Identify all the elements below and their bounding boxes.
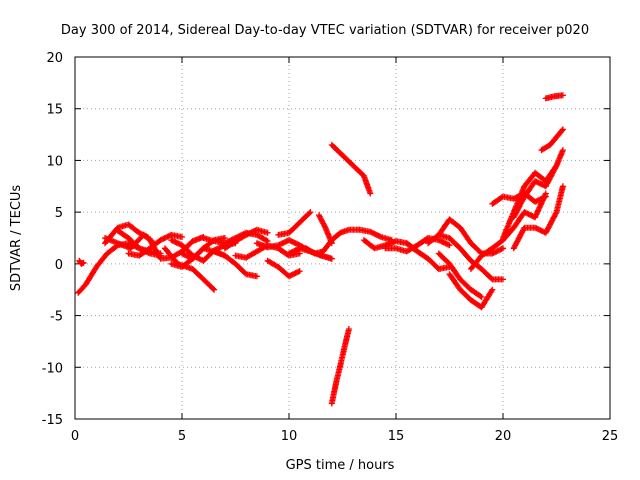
data-point: [196, 255, 203, 262]
data-point: [500, 245, 506, 252]
y-tick-label: 15: [46, 103, 63, 118]
series-trace-c: [102, 221, 151, 247]
data-point: [296, 250, 303, 257]
series-trace-af: [489, 190, 549, 207]
data-point: [534, 179, 541, 186]
data-point: [328, 255, 335, 262]
data-point: [374, 232, 380, 238]
series-trace-d: [102, 231, 155, 252]
y-tick-label: -10: [42, 361, 63, 376]
data-point: [249, 228, 256, 235]
data-point: [185, 253, 192, 260]
series-trace-ab: [435, 250, 485, 300]
data-point: [292, 247, 299, 254]
y-tick-label: 5: [55, 206, 63, 221]
series-trace-aa: [425, 231, 506, 283]
data-point: [538, 195, 545, 202]
data-point: [446, 242, 453, 249]
series-trace-ah: [510, 183, 566, 252]
data-point: [477, 293, 484, 300]
series-trace-v: [328, 141, 374, 197]
series-trace-z: [403, 240, 453, 272]
data-point: [559, 126, 566, 133]
data-point: [542, 193, 549, 200]
data-point: [179, 234, 185, 240]
series-trace-r: [275, 209, 314, 238]
x-tick-label: 25: [602, 429, 619, 444]
data-point: [264, 229, 271, 236]
data-point: [328, 240, 335, 247]
data-point: [179, 250, 185, 257]
data-point: [345, 326, 352, 332]
series-trace-h: [161, 245, 218, 293]
data-point: [288, 272, 295, 278]
series-trace-ak: [542, 92, 566, 102]
series-trace-aj: [538, 126, 566, 154]
x-axis-label: GPS time / hours: [286, 458, 395, 473]
y-tick-label: -5: [50, 310, 63, 325]
data-point: [80, 259, 87, 266]
data-point: [498, 246, 505, 252]
series-trace-u: [316, 212, 335, 247]
y-tick-label: 0: [55, 258, 63, 273]
data-point: [532, 178, 539, 185]
plot-frame: [74, 56, 611, 420]
data-point: [221, 240, 228, 247]
series-trace-q: [264, 257, 303, 280]
x-tick-label: 15: [388, 429, 405, 444]
series-trace-ai: [510, 147, 566, 221]
data-point: [307, 209, 314, 216]
y-tick-label: 20: [46, 51, 63, 66]
x-tick-label: 10: [281, 429, 298, 444]
data-point: [559, 147, 566, 154]
data-point: [367, 190, 374, 197]
data-point: [559, 127, 566, 134]
series-trace-f: [125, 231, 185, 259]
data-point: [559, 92, 566, 99]
x-tick-label: 5: [178, 429, 186, 444]
data-point: [534, 225, 541, 232]
x-tick-label: 20: [495, 429, 512, 444]
y-tick-label: -15: [42, 413, 63, 428]
series-trace-w: [328, 326, 352, 407]
data-point: [286, 273, 292, 280]
data-point: [478, 294, 485, 300]
data-point: [210, 285, 216, 292]
data-point: [500, 276, 506, 283]
series-trace-t: [303, 226, 395, 257]
data-point: [489, 286, 496, 293]
series-trace-m: [211, 248, 260, 280]
x-tick-label: 0: [71, 429, 79, 444]
chart-title: Day 300 of 2014, Sidereal Day-to-day VTE…: [61, 23, 589, 38]
series-trace-ac: [446, 271, 496, 311]
data-point: [221, 235, 228, 241]
data-point: [263, 237, 270, 244]
y-axis-label: SDTVAR / TECUs: [9, 185, 24, 292]
data-point: [559, 183, 566, 190]
data-point: [439, 239, 446, 245]
data-point: [496, 247, 502, 254]
data-point: [524, 210, 531, 217]
data-point: [136, 245, 143, 252]
data-point: [521, 209, 528, 216]
data-point: [157, 237, 164, 244]
data-point: [306, 210, 313, 217]
data-point: [211, 286, 218, 293]
data-point: [376, 233, 383, 240]
data-point: [541, 194, 548, 201]
data-point: [253, 273, 260, 280]
series-trace-n: [221, 226, 271, 252]
series-trace-b: [76, 257, 87, 267]
data-points: [75, 92, 566, 407]
y-tick-label: 10: [46, 154, 63, 169]
data-point: [296, 268, 303, 275]
